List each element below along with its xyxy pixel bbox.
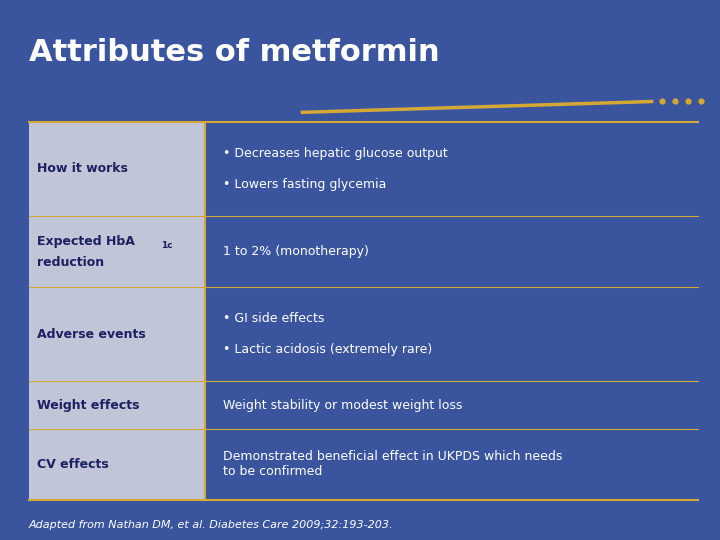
Text: • GI side effects: • GI side effects bbox=[223, 312, 325, 325]
Text: Adverse events: Adverse events bbox=[37, 328, 146, 341]
Text: • Lactic acidosis (extremely rare): • Lactic acidosis (extremely rare) bbox=[223, 343, 433, 356]
Text: • Decreases hepatic glucose output: • Decreases hepatic glucose output bbox=[223, 147, 448, 160]
Bar bbox=[205, 287, 698, 381]
Bar bbox=[29, 122, 205, 216]
Text: Expected HbA: Expected HbA bbox=[37, 235, 135, 248]
Text: Adapted from Nathan DM, et al. Diabetes Care 2009;32:193-203.: Adapted from Nathan DM, et al. Diabetes … bbox=[29, 520, 393, 530]
Text: • Lowers fasting glycemia: • Lowers fasting glycemia bbox=[223, 178, 387, 191]
Bar bbox=[205, 429, 698, 500]
Bar bbox=[205, 122, 698, 216]
Bar bbox=[29, 381, 205, 429]
Bar bbox=[29, 429, 205, 500]
Text: 1c: 1c bbox=[161, 241, 173, 250]
Bar bbox=[29, 287, 205, 381]
Text: 1 to 2% (monotherapy): 1 to 2% (monotherapy) bbox=[223, 245, 369, 258]
Text: How it works: How it works bbox=[37, 162, 128, 176]
Text: Demonstrated beneficial effect in UKPDS which needs
to be confirmed: Demonstrated beneficial effect in UKPDS … bbox=[223, 450, 562, 478]
Text: CV effects: CV effects bbox=[37, 457, 109, 470]
Text: Weight effects: Weight effects bbox=[37, 399, 140, 411]
Text: reduction: reduction bbox=[37, 256, 104, 269]
Bar bbox=[205, 216, 698, 287]
Text: Attributes of metformin: Attributes of metformin bbox=[29, 38, 439, 67]
Bar bbox=[29, 216, 205, 287]
Text: Weight stability or modest weight loss: Weight stability or modest weight loss bbox=[223, 399, 462, 411]
Bar bbox=[205, 381, 698, 429]
